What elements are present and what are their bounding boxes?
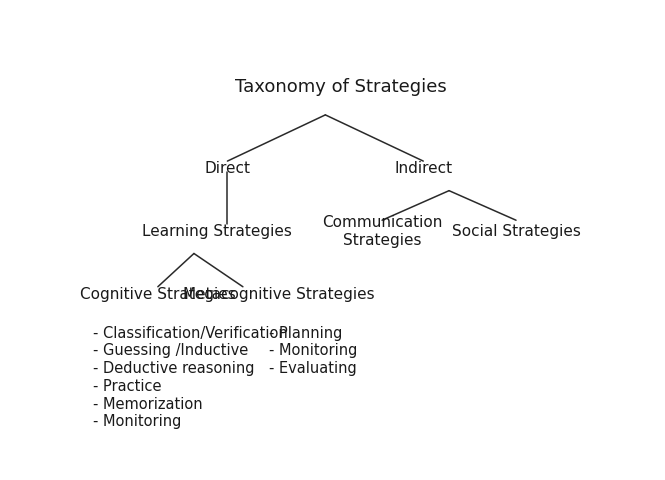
- Text: Learning Strategies: Learning Strategies: [142, 224, 292, 239]
- Text: Cognitive Strategies: Cognitive Strategies: [80, 287, 235, 301]
- Text: - Guessing /Inductive: - Guessing /Inductive: [93, 343, 249, 358]
- Text: Indirect: Indirect: [394, 161, 452, 176]
- Text: - Planning: - Planning: [269, 325, 342, 341]
- Text: - Evaluating: - Evaluating: [269, 361, 356, 376]
- Text: Communication
Strategies: Communication Strategies: [322, 215, 442, 248]
- Text: - Memorization: - Memorization: [93, 396, 203, 411]
- Text: - Monitoring: - Monitoring: [269, 343, 357, 358]
- Text: Taxonomy of Strategies: Taxonomy of Strategies: [235, 78, 447, 96]
- Text: - Practice: - Practice: [93, 379, 162, 394]
- Text: - Classification/Verification: - Classification/Verification: [93, 325, 288, 341]
- Text: - Monitoring: - Monitoring: [93, 414, 182, 429]
- Text: Direct: Direct: [204, 161, 251, 176]
- Text: Social Strategies: Social Strategies: [452, 224, 581, 239]
- Text: - Deductive reasoning: - Deductive reasoning: [93, 361, 255, 376]
- Text: Metacognitive Strategies: Metacognitive Strategies: [183, 287, 375, 301]
